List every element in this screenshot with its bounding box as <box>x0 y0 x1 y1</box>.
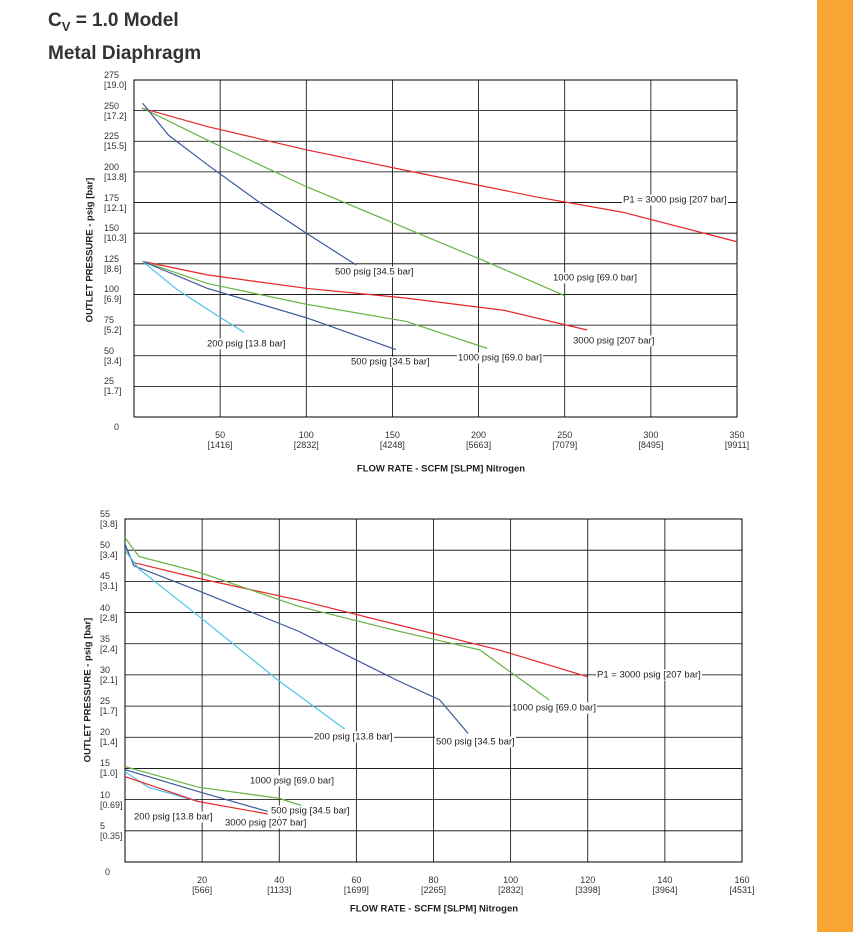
y-tick-label: 55 [3.8] <box>100 509 118 529</box>
y-tick-label: 175 [12.1] <box>104 192 127 213</box>
x-axis-title: FLOW RATE - SCFM [SLPM] Nitrogen <box>349 903 519 915</box>
x-tick-label: 250 [7079] <box>552 430 578 450</box>
x-tick-label: 350 [9911] <box>724 430 750 450</box>
y-tick-label: 25 [1.7] <box>100 696 118 717</box>
series-line <box>124 543 469 734</box>
series-label: 1000 psig [69.0 bar] <box>249 775 335 787</box>
series-label: 500 psig [34.5 bar] <box>350 356 431 368</box>
title-c: C <box>48 10 62 31</box>
series-label: 500 psig [34.5 bar] <box>334 266 415 278</box>
side-bar <box>817 0 853 932</box>
y-tick-label: 40 [2.8] <box>100 602 118 623</box>
y-tick-label: 25 [1.7] <box>104 376 122 397</box>
series-label: 500 psig [34.5 bar] <box>435 736 516 748</box>
y-tick-label: 50 [3.4] <box>100 540 118 561</box>
series-line <box>142 260 488 349</box>
series-label: 1000 psig [69.0 bar] <box>457 352 543 364</box>
x-tick-label: 100 [2832] <box>498 875 524 895</box>
series-label: 1000 psig [69.0 bar] <box>511 702 597 714</box>
y-tick-label: 20 [1.4] <box>100 727 118 748</box>
series-line <box>142 107 565 297</box>
y-tick-label: 125 [8.6] <box>104 253 122 274</box>
y-axis-title: OUTLET PRESSURE - psig [bar] <box>84 177 96 323</box>
charts <box>124 79 743 863</box>
y-tick-label: 250 [17.2] <box>104 100 127 121</box>
series-line <box>141 107 738 243</box>
x-tick-label: 140 [3964] <box>652 875 678 895</box>
y-tick-label: 15 [1.0] <box>100 758 118 779</box>
series-label: 200 psig [13.8 bar] <box>206 338 287 350</box>
series-label: 200 psig [13.8 bar] <box>133 811 214 823</box>
series-line <box>124 769 268 813</box>
y-tick-label: 150 [10.3] <box>104 223 127 244</box>
y-tick-label: 275 [19.0] <box>104 70 127 90</box>
series-label: P1 = 3000 psig [207 bar] <box>622 194 728 206</box>
y-tick-label: 225 [15.5] <box>104 131 127 152</box>
y-tick-label: 30 [2.1] <box>100 664 118 685</box>
title-rest: = 1.0 Model <box>75 10 179 31</box>
x-axis-title: FLOW RATE - SCFM [SLPM] Nitrogen <box>356 463 526 475</box>
series-label: 500 psig [34.5 bar] <box>270 805 351 817</box>
series-line <box>124 537 550 701</box>
x-tick-label: 120 [3398] <box>575 875 601 895</box>
series-line <box>142 260 588 331</box>
x-tick-label: 80 [2265] <box>420 875 447 895</box>
series-label: P1 = 3000 psig [207 bar] <box>596 669 702 681</box>
subtitle: Metal Diaphragm <box>48 43 202 64</box>
x-tick-label: 100 [2832] <box>293 430 319 450</box>
x-tick-label: 40 [1133] <box>267 875 292 895</box>
series-line <box>124 766 305 808</box>
y-tick-label: 35 [2.4] <box>100 633 118 654</box>
series-line <box>124 771 199 803</box>
title-sub: V <box>61 18 71 34</box>
series-line <box>142 260 245 333</box>
x-tick-label: 160 [4531] <box>729 875 755 895</box>
x-tick-label: 300 [8495] <box>638 430 664 450</box>
x-tick-label: 20 [566] <box>192 875 213 895</box>
y-tick-label: 5 [0.35] <box>100 820 123 841</box>
x-tick-label: 50 [1416] <box>207 430 233 450</box>
series-line <box>142 260 397 351</box>
y-tick-label: 45 [3.1] <box>100 571 118 592</box>
y-tick-label: 10 [0.69] <box>100 789 123 810</box>
x-tick-label: 200 [5663] <box>466 430 492 450</box>
y-tick-label: 200 [13.8] <box>104 161 127 182</box>
y-axis-title: OUTLET PRESSURE - psig [bar] <box>82 617 94 763</box>
y-tick-label: 0 <box>114 422 120 432</box>
series-label: 3000 psig [207 bar] <box>572 335 656 347</box>
series-line <box>124 775 268 815</box>
series-line <box>124 549 346 730</box>
y-tick-label: 100 [6.9] <box>104 284 122 305</box>
y-tick-label: 75 [5.2] <box>104 315 122 336</box>
x-tick-label: 60 [1699] <box>343 875 369 895</box>
y-tick-label: 0 <box>105 867 111 877</box>
y-tick-label: 50 [3.4] <box>104 345 122 366</box>
title: CV = 1.0 Model <box>48 10 179 34</box>
series-label: 200 psig [13.8 bar] <box>313 731 394 743</box>
series-line <box>142 102 357 266</box>
x-tick-label: 150 [4248] <box>379 430 405 450</box>
series-label: 3000 psig [207 bar] <box>224 817 308 829</box>
series-label: 1000 psig [69.0 bar] <box>552 272 638 284</box>
